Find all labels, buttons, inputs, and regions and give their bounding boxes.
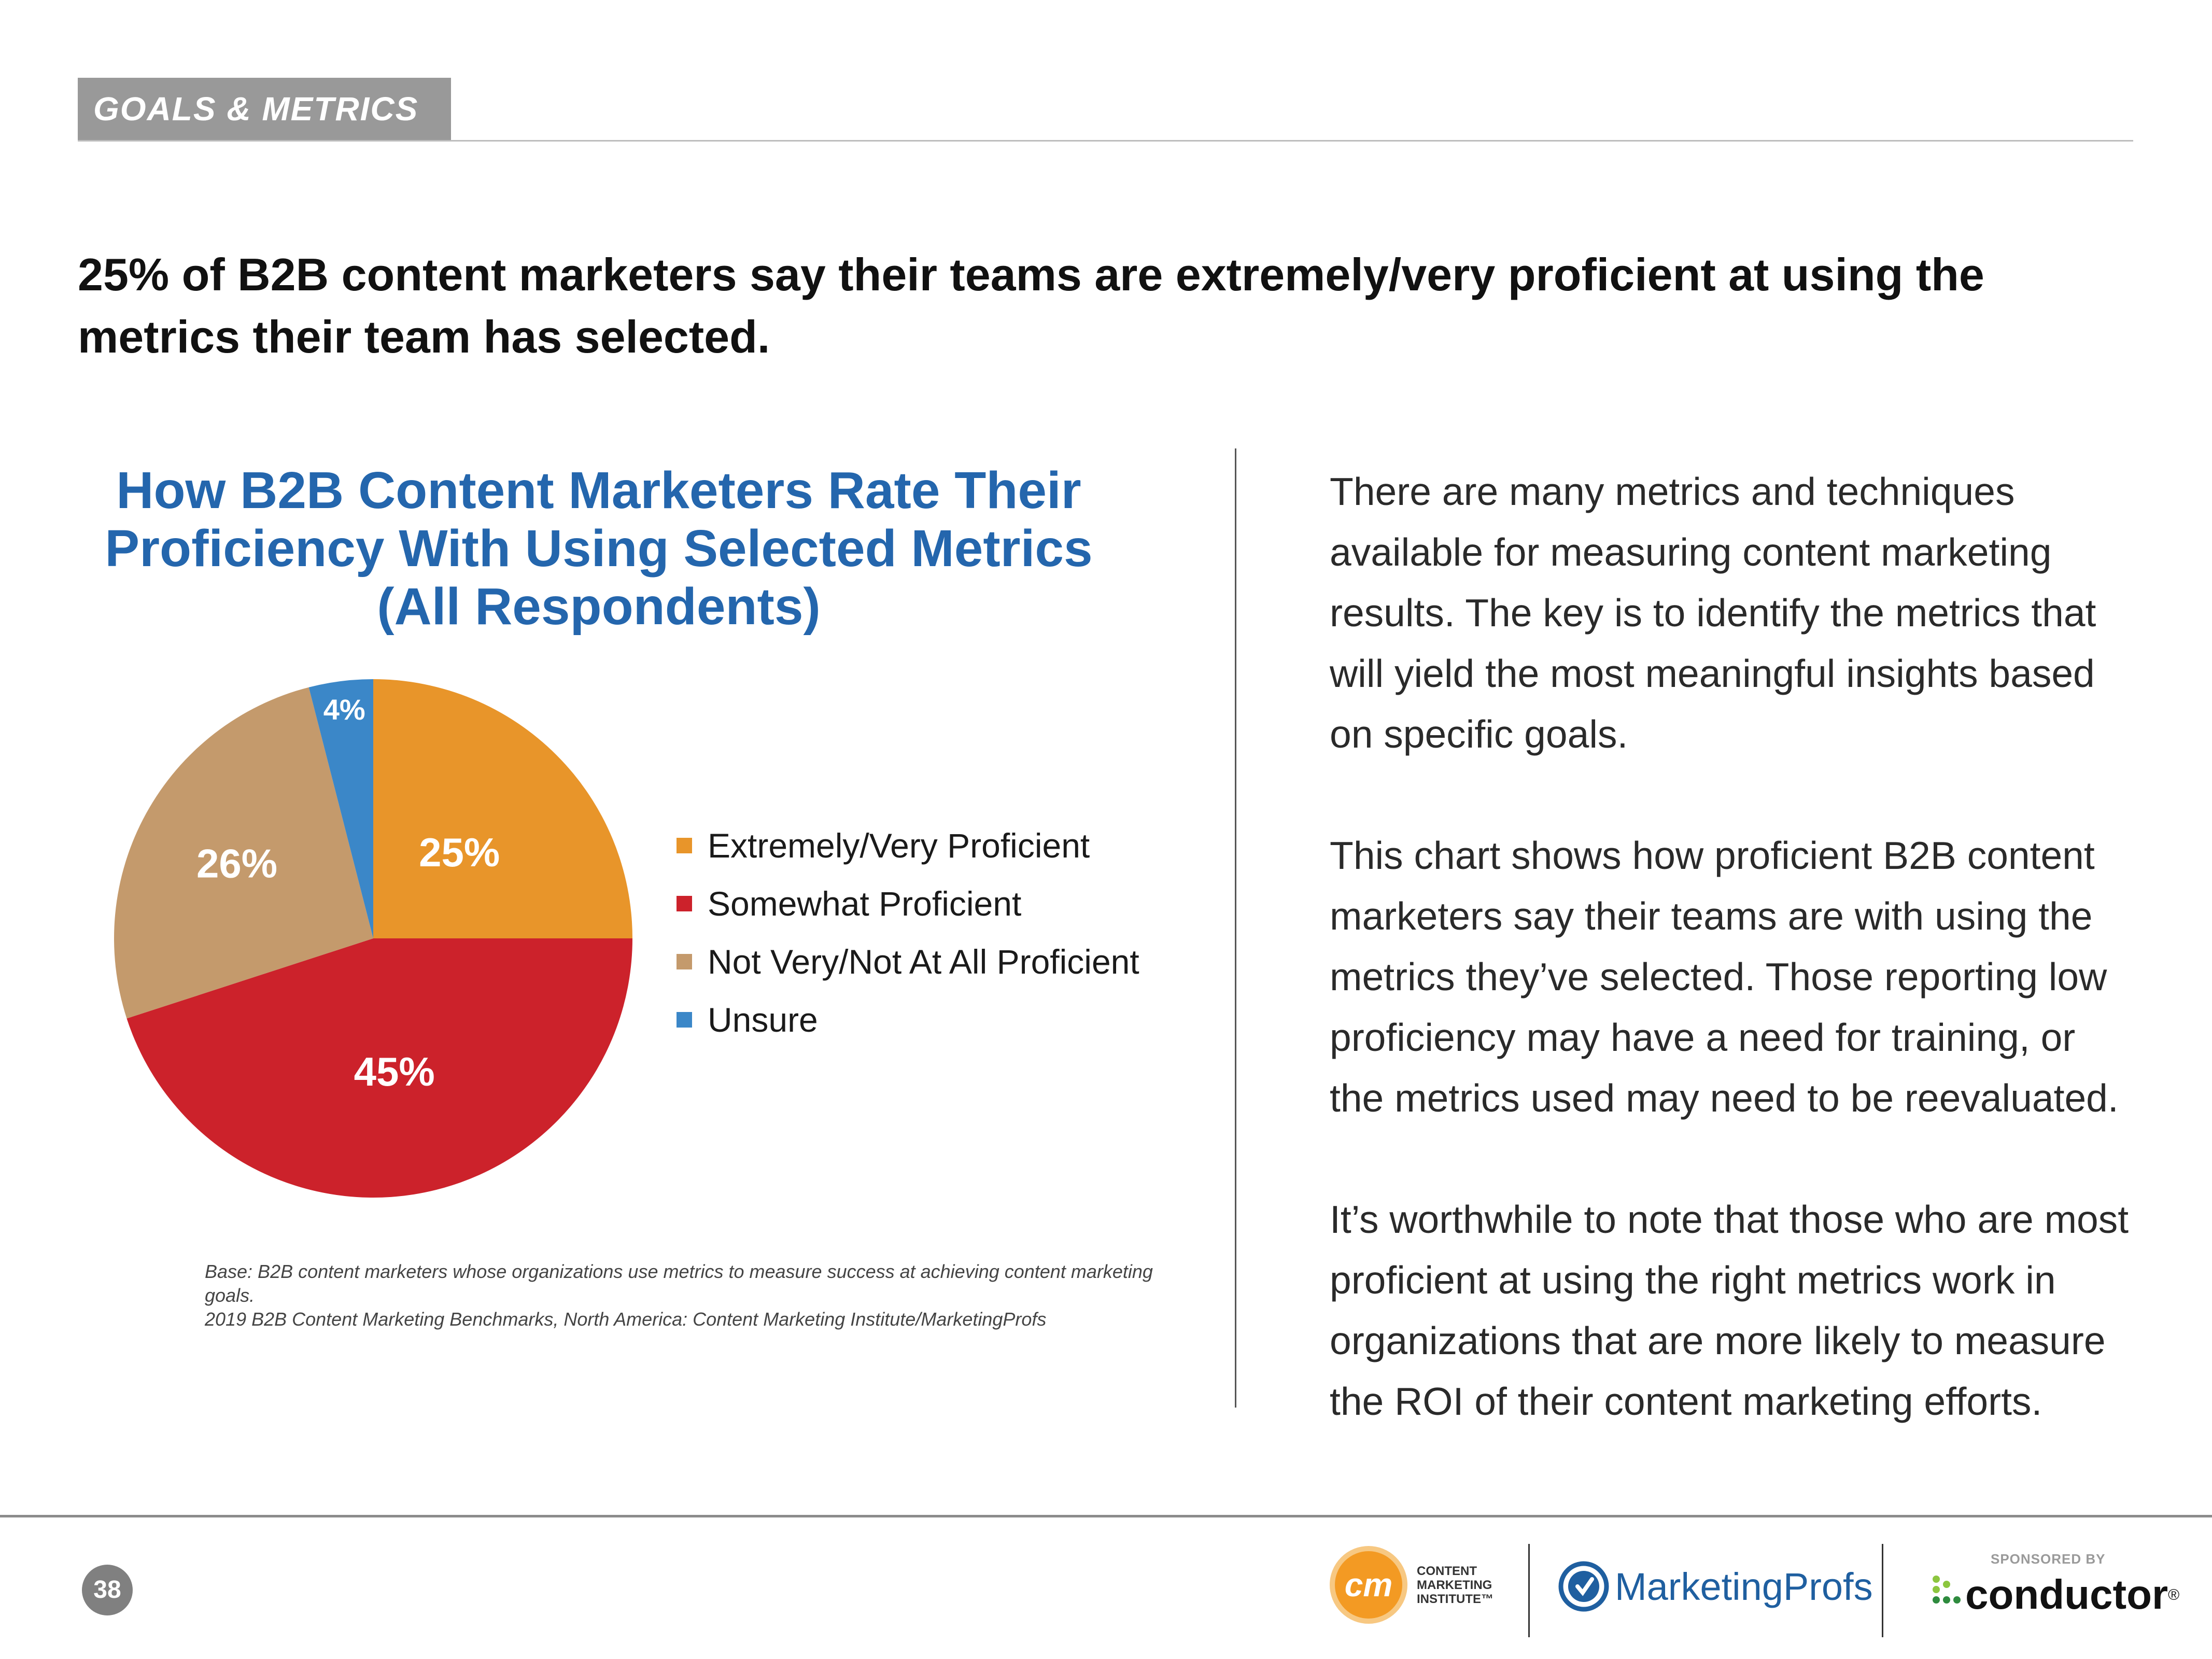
logo-separator (1528, 1544, 1530, 1637)
cmi-line: MARKETING (1417, 1578, 1492, 1592)
cmi-logo: cm CONTENT MARKETING INSTITUTE™ (1330, 1546, 1494, 1624)
pie-data-label: 45% (354, 1049, 435, 1094)
chart-source-note: Base: B2B content marketers whose organi… (205, 1260, 1190, 1331)
section-tag: GOALS & METRICS (78, 78, 451, 140)
legend-label: Unsure (708, 1001, 818, 1039)
pie-data-label: 25% (419, 830, 500, 875)
legend-item: Somewhat Proficient (677, 875, 1139, 933)
page-headline: 25% of B2B content marketers say their t… (78, 249, 1984, 362)
legend-label: Extremely/Very Proficient (708, 826, 1090, 865)
marketingprofs-wordmark: MarketingProfs (1615, 1565, 1873, 1608)
body-text: There are many metrics and techniques av… (1330, 461, 2138, 1493)
body-paragraph: This chart shows how proficient B2B cont… (1330, 834, 2119, 1120)
sponsored-by-label: SPONSORED BY (1991, 1551, 2106, 1567)
pie-slice (373, 679, 632, 938)
marketingprofs-icon (1558, 1561, 1609, 1612)
legend-swatch (677, 1012, 692, 1028)
chart-title: How B2B Content Marketers Rate Their Pro… (105, 461, 1093, 636)
legend-swatch (677, 838, 692, 853)
conductor-registered-mark: ® (2168, 1586, 2180, 1604)
conductor-dots-icon (1933, 1576, 1961, 1604)
marketingprofs-logo: MarketingProfs (1558, 1560, 1873, 1612)
legend-label: Not Very/Not At All Proficient (708, 943, 1139, 981)
cmi-logo-text: CONTENT MARKETING INSTITUTE™ (1417, 1564, 1494, 1606)
legend-item: Extremely/Very Proficient (677, 817, 1139, 875)
cmi-line: CONTENT (1417, 1564, 1477, 1578)
conductor-wordmark: conductor (1965, 1571, 2168, 1618)
logo-separator (1882, 1544, 1883, 1637)
legend-swatch (677, 954, 692, 969)
legend-item: Not Very/Not At All Proficient (677, 933, 1139, 991)
pie-slice (126, 938, 632, 1198)
conductor-logo: conductor ® (1931, 1571, 2179, 1619)
footer-divider (0, 1515, 2212, 1517)
cmi-logo-mark: cm (1330, 1546, 1407, 1624)
legend-swatch (677, 896, 692, 911)
source-note-line: 2019 B2B Content Marketing Benchmarks, N… (205, 1309, 1047, 1330)
body-paragraph: It’s worthwhile to note that those who a… (1330, 1198, 2129, 1423)
pie-data-label: 4% (323, 693, 365, 726)
base-note-line: Base: B2B content marketers whose organi… (205, 1261, 1153, 1306)
top-divider (78, 140, 2133, 142)
body-paragraph: There are many metrics and techniques av… (1330, 470, 2096, 756)
pie-slice (114, 687, 373, 1019)
page-number: 38 (82, 1565, 133, 1615)
pie-slice (308, 679, 373, 938)
pie-data-label: 26% (196, 840, 277, 886)
legend-label: Somewhat Proficient (708, 884, 1022, 923)
chart-legend: Extremely/Very Proficient Somewhat Profi… (677, 817, 1139, 1049)
column-divider (1235, 448, 1236, 1408)
cmi-line: INSTITUTE™ (1417, 1592, 1494, 1606)
legend-item: Unsure (677, 991, 1139, 1049)
